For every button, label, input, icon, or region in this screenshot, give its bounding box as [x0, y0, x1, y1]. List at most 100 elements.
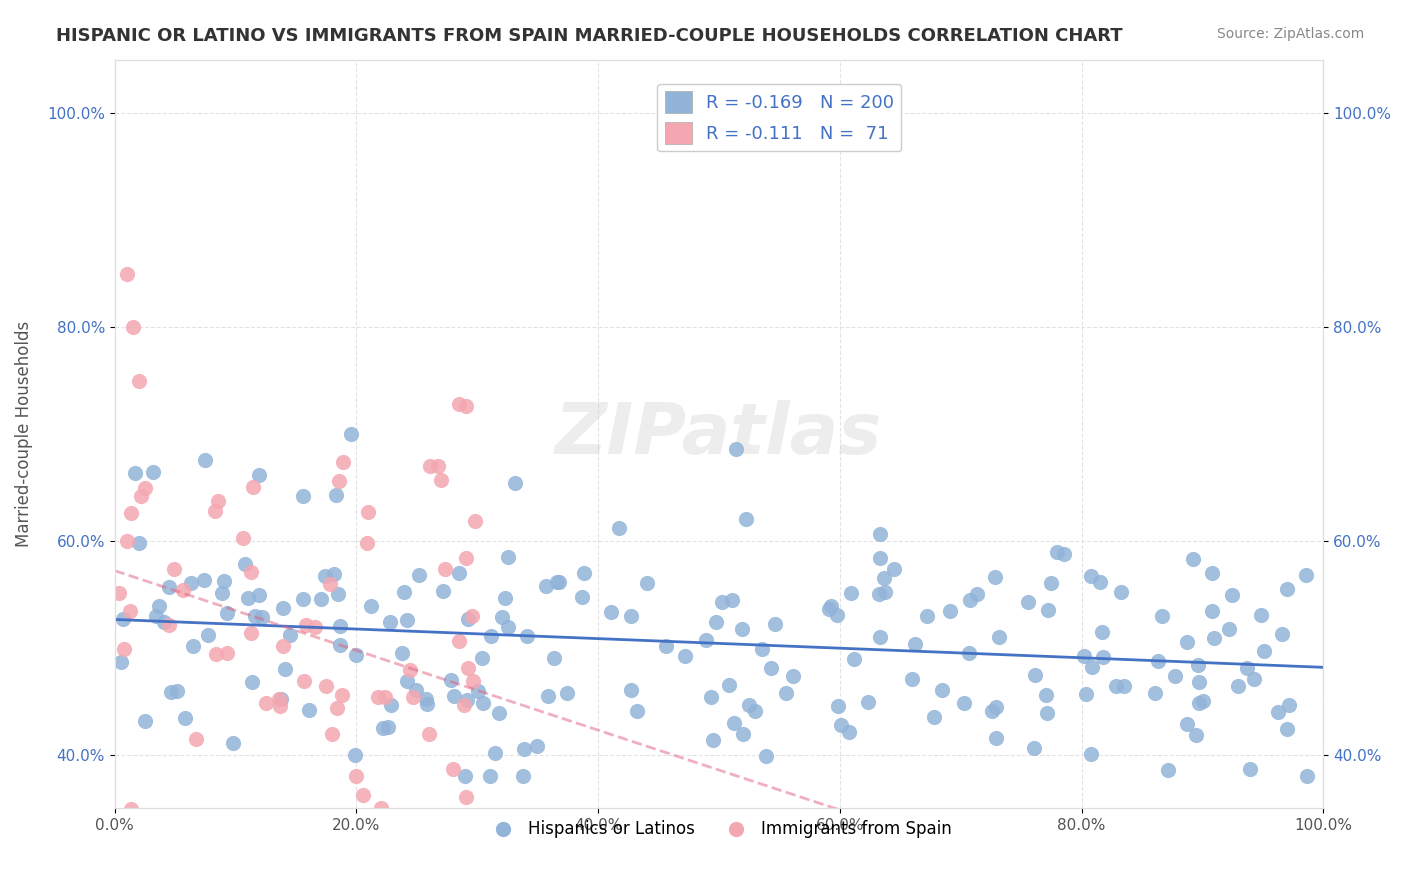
Point: [396, 674, 419, 689]
Point: [626, 705, 648, 719]
Point: [340, 427, 363, 442]
Point: [315, 863, 337, 878]
Point: [405, 833, 427, 847]
Point: [931, 682, 953, 697]
Point: [744, 704, 766, 718]
Point: [332, 455, 354, 469]
Point: [325, 488, 347, 502]
Point: [838, 725, 860, 739]
Point: [271, 601, 294, 615]
Point: [278, 628, 301, 642]
Point: [841, 586, 863, 600]
Point: [1275, 723, 1298, 737]
Point: [254, 696, 277, 710]
Point: [503, 476, 526, 491]
Point: [868, 587, 890, 601]
Point: [820, 599, 842, 614]
Point: [467, 684, 489, 698]
Point: [217, 606, 239, 620]
Point: [555, 686, 578, 700]
Point: [132, 832, 155, 847]
Point: [344, 769, 367, 783]
Point: [120, 506, 142, 520]
Point: [328, 474, 350, 488]
Point: [1243, 672, 1265, 686]
Point: [402, 690, 425, 705]
Point: [330, 689, 353, 703]
Point: [453, 698, 475, 713]
Point: [416, 697, 439, 711]
Point: [1175, 716, 1198, 731]
Point: [249, 467, 271, 482]
Point: [875, 584, 897, 599]
Point: [1114, 679, 1136, 693]
Point: [456, 551, 478, 566]
Point: [204, 504, 226, 518]
Point: [1150, 609, 1173, 624]
Point: [456, 693, 478, 707]
Point: [496, 550, 519, 565]
Point: [447, 397, 470, 411]
Point: [1296, 769, 1319, 783]
Text: ZIPatlas: ZIPatlas: [555, 400, 883, 468]
Point: [1035, 689, 1057, 703]
Point: [986, 700, 1008, 714]
Point: [391, 647, 413, 661]
Point: [1074, 687, 1097, 701]
Y-axis label: Married-couple Households: Married-couple Households: [15, 321, 32, 547]
Point: [1275, 582, 1298, 596]
Point: [352, 788, 374, 802]
Point: [166, 683, 188, 698]
Point: [1182, 552, 1205, 566]
Point: [367, 690, 389, 704]
Point: [869, 527, 891, 541]
Point: [343, 747, 366, 762]
Point: [1239, 762, 1261, 776]
Point: [440, 673, 463, 688]
Point: [1073, 648, 1095, 663]
Point: [242, 480, 264, 494]
Point: [430, 473, 453, 487]
Point: [1253, 644, 1275, 658]
Point: [269, 699, 291, 714]
Point: [454, 769, 477, 783]
Point: [243, 609, 266, 624]
Point: [441, 763, 464, 777]
Point: [111, 612, 134, 626]
Point: [314, 569, 336, 583]
Point: [574, 566, 596, 581]
Point: [457, 612, 479, 626]
Point: [315, 679, 337, 693]
Point: [1187, 657, 1209, 672]
Point: [457, 661, 479, 675]
Point: [825, 607, 848, 622]
Point: [157, 580, 180, 594]
Point: [184, 732, 207, 747]
Point: [221, 736, 243, 750]
Point: [512, 769, 534, 783]
Point: [398, 663, 420, 677]
Point: [763, 617, 786, 632]
Point: [239, 565, 262, 579]
Point: [1109, 585, 1132, 599]
Point: [471, 651, 494, 665]
Point: [984, 570, 1007, 584]
Point: [1201, 604, 1223, 618]
Point: [1185, 728, 1208, 742]
Point: [1218, 622, 1240, 636]
Point: [453, 834, 475, 848]
Point: [915, 608, 938, 623]
Point: [408, 568, 430, 582]
Point: [194, 452, 217, 467]
Point: [271, 639, 294, 653]
Point: [484, 746, 506, 760]
Point: [240, 675, 263, 690]
Point: [433, 562, 456, 576]
Point: [721, 593, 744, 607]
Point: [380, 698, 402, 713]
Point: [454, 790, 477, 805]
Point: [957, 646, 980, 660]
Point: [1017, 595, 1039, 609]
Point: [543, 651, 565, 665]
Point: [212, 574, 235, 588]
